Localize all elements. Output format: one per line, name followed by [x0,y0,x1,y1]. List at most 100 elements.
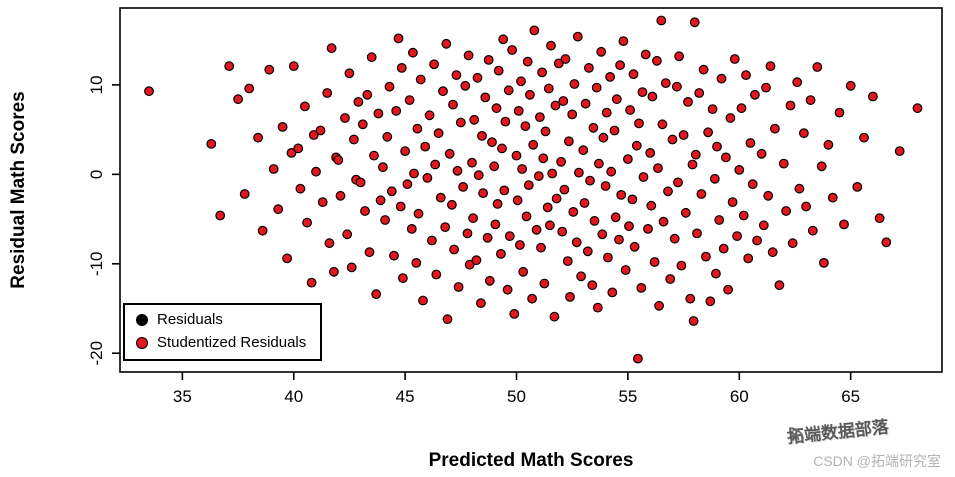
data-point [452,165,463,176]
data-point [792,77,803,88]
data-point [430,159,441,170]
data-point [627,194,638,205]
data-point [758,220,769,231]
data-point [360,206,370,216]
data-point [787,238,798,249]
data-point [629,241,640,252]
data-point [553,58,564,69]
data-point [533,171,544,182]
data-point [344,68,355,79]
data-point [409,168,419,179]
data-point [253,132,264,143]
data-point [546,40,556,51]
plot-border [119,7,943,373]
data-point [311,166,321,177]
data-point [463,50,474,61]
data-point [502,284,513,295]
data-point [709,173,720,184]
data-point [429,59,440,70]
data-point [819,258,829,268]
data-point [386,186,397,197]
data-point [391,105,402,116]
data-point [770,123,780,134]
data-point [362,89,373,100]
data-point [592,302,603,313]
data-point [471,255,482,266]
data-point [411,258,422,268]
data-point [469,114,480,125]
data-point [565,292,575,302]
data-point [448,99,458,110]
data-point [239,189,250,199]
data-point [647,91,658,102]
data-point [669,233,680,244]
data-point [616,189,627,200]
data-point [745,138,756,148]
data-point [375,195,386,206]
x-tick-label: 35 [173,387,192,406]
data-point [643,223,653,234]
data-point [568,206,579,217]
data-point [492,198,503,209]
data-point [734,164,745,175]
data-point [322,88,333,98]
data-point [571,237,582,248]
data-point [468,213,479,224]
data-point [380,215,391,225]
data-point [660,78,671,88]
data-point [638,172,649,182]
x-tick-label: 60 [730,387,749,406]
data-point [585,175,595,186]
data-point [306,277,317,288]
data-point [282,253,293,264]
data-point [640,49,651,60]
data-point [545,220,555,231]
data-point [781,206,791,216]
data-point [467,157,477,168]
data-point [705,296,716,307]
data-point [476,298,486,309]
data-point [559,184,570,195]
data-point [649,257,660,267]
data-point [540,126,551,137]
data-point [794,183,805,194]
data-point [453,282,464,292]
data-point [478,188,489,199]
data-point [349,134,359,145]
data-point [513,105,524,116]
data-point [690,149,701,160]
data-point [491,103,502,114]
data-point [542,202,553,213]
data-point [329,266,339,277]
data-point [576,271,586,282]
data-point [442,314,453,325]
data-point [516,76,526,87]
data-point [588,122,599,133]
y-tick-label: 10 [87,75,106,94]
data-point [441,38,452,49]
data-point [512,195,523,206]
x-tick-label: 40 [284,387,303,406]
data-point [431,269,442,280]
data-point [547,168,558,179]
data-point [569,79,580,89]
data-point [912,103,923,114]
data-point [402,179,413,190]
x-tick-label: 55 [618,387,637,406]
data-point [723,284,733,295]
data-point [326,43,337,54]
data-point [741,70,751,80]
data-point [371,289,382,300]
data-point [206,138,217,149]
data-point [302,217,313,228]
data-point [654,300,664,311]
data-point [422,172,433,183]
data-point [295,183,306,194]
data-point [324,238,335,249]
data-point [694,88,705,98]
data-point [493,65,504,76]
data-point [557,226,568,237]
data-point [589,215,600,226]
